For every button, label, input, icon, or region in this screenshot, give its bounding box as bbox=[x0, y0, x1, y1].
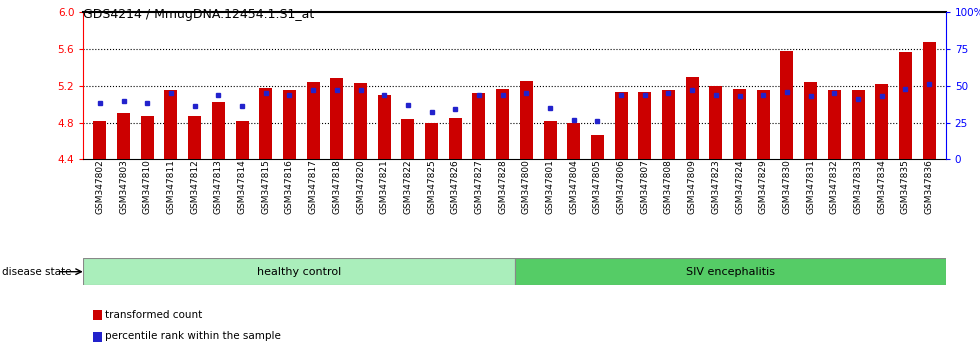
Text: GSM347835: GSM347835 bbox=[901, 159, 909, 214]
Text: GSM347815: GSM347815 bbox=[262, 159, 270, 214]
Text: GSM347833: GSM347833 bbox=[854, 159, 862, 214]
Bar bbox=[662, 90, 675, 159]
Text: GSM347824: GSM347824 bbox=[735, 159, 744, 214]
Text: GSM347827: GSM347827 bbox=[474, 159, 483, 214]
Bar bbox=[141, 116, 154, 159]
Text: GSM347818: GSM347818 bbox=[332, 159, 341, 214]
Text: GSM347811: GSM347811 bbox=[167, 159, 175, 214]
Bar bbox=[638, 92, 652, 159]
Text: GSM347800: GSM347800 bbox=[521, 159, 531, 214]
Bar bbox=[544, 121, 557, 159]
Bar bbox=[402, 119, 415, 159]
Text: GSM347814: GSM347814 bbox=[237, 159, 247, 214]
Text: GSM347808: GSM347808 bbox=[664, 159, 673, 214]
Bar bbox=[83, 258, 514, 285]
Text: GSM347805: GSM347805 bbox=[593, 159, 602, 214]
Text: GSM347826: GSM347826 bbox=[451, 159, 460, 214]
Bar bbox=[377, 95, 391, 159]
Text: GSM347803: GSM347803 bbox=[120, 159, 128, 214]
Text: GSM347802: GSM347802 bbox=[95, 159, 105, 214]
Text: GSM347801: GSM347801 bbox=[546, 159, 555, 214]
Text: GDS4214 / MmugDNA.12454.1.S1_at: GDS4214 / MmugDNA.12454.1.S1_at bbox=[83, 8, 315, 21]
Text: GSM347829: GSM347829 bbox=[759, 159, 767, 214]
Text: GSM347817: GSM347817 bbox=[309, 159, 318, 214]
Text: GSM347830: GSM347830 bbox=[782, 159, 792, 214]
Text: GSM347821: GSM347821 bbox=[379, 159, 389, 214]
Bar bbox=[780, 51, 794, 159]
Bar bbox=[828, 90, 841, 159]
Text: GSM347807: GSM347807 bbox=[640, 159, 650, 214]
Bar bbox=[472, 93, 485, 159]
Text: GSM347809: GSM347809 bbox=[688, 159, 697, 214]
Text: GSM347816: GSM347816 bbox=[285, 159, 294, 214]
Bar bbox=[514, 258, 946, 285]
Text: GSM347806: GSM347806 bbox=[616, 159, 625, 214]
Text: GSM347832: GSM347832 bbox=[830, 159, 839, 214]
Text: GSM347813: GSM347813 bbox=[214, 159, 222, 214]
Text: GSM347831: GSM347831 bbox=[807, 159, 815, 214]
Text: GSM347804: GSM347804 bbox=[569, 159, 578, 214]
Bar bbox=[922, 42, 936, 159]
Bar bbox=[805, 82, 817, 159]
Bar bbox=[757, 90, 769, 159]
Bar bbox=[283, 90, 296, 159]
Bar bbox=[188, 116, 201, 159]
Bar bbox=[710, 86, 722, 159]
Text: GSM347828: GSM347828 bbox=[498, 159, 508, 214]
Bar bbox=[519, 81, 533, 159]
Bar bbox=[93, 121, 107, 159]
Bar bbox=[93, 332, 102, 342]
Bar bbox=[733, 88, 746, 159]
Bar bbox=[93, 310, 102, 320]
Bar bbox=[354, 83, 368, 159]
Bar bbox=[165, 90, 177, 159]
Bar bbox=[235, 121, 249, 159]
Text: healthy control: healthy control bbox=[257, 267, 341, 277]
Text: SIV encephalitis: SIV encephalitis bbox=[686, 267, 774, 277]
Text: transformed count: transformed count bbox=[105, 310, 202, 320]
Bar bbox=[260, 88, 272, 159]
Text: GSM347810: GSM347810 bbox=[143, 159, 152, 214]
Text: GSM347825: GSM347825 bbox=[427, 159, 436, 214]
Text: disease state: disease state bbox=[2, 267, 72, 277]
Text: percentile rank within the sample: percentile rank within the sample bbox=[105, 331, 280, 341]
Text: GSM347812: GSM347812 bbox=[190, 159, 199, 214]
Bar bbox=[449, 118, 462, 159]
Bar bbox=[591, 135, 604, 159]
Bar bbox=[614, 92, 627, 159]
Text: GSM347836: GSM347836 bbox=[924, 159, 934, 214]
Bar bbox=[117, 113, 130, 159]
Bar bbox=[212, 102, 224, 159]
Bar bbox=[307, 82, 319, 159]
Bar bbox=[330, 78, 343, 159]
Text: GSM347820: GSM347820 bbox=[356, 159, 365, 214]
Bar bbox=[852, 90, 864, 159]
Bar bbox=[425, 124, 438, 159]
Text: GSM347834: GSM347834 bbox=[877, 159, 886, 214]
Bar bbox=[496, 88, 510, 159]
Text: GSM347823: GSM347823 bbox=[711, 159, 720, 214]
Bar bbox=[686, 77, 699, 159]
Bar bbox=[875, 84, 888, 159]
Bar bbox=[899, 52, 912, 159]
Bar bbox=[567, 122, 580, 159]
Text: GSM347822: GSM347822 bbox=[404, 159, 413, 214]
